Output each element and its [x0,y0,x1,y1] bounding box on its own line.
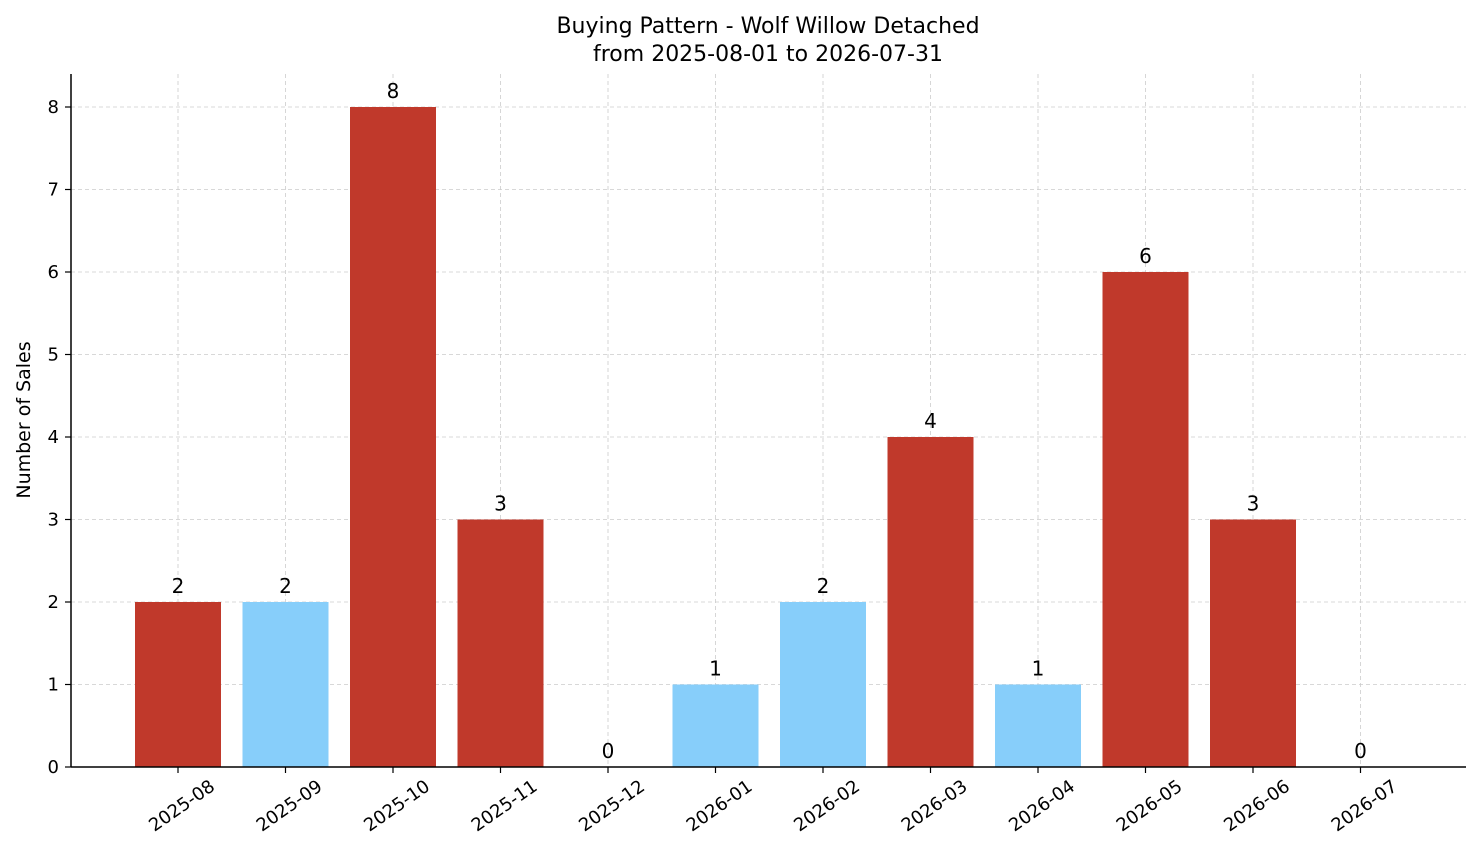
data-label-2025-11: 3 [494,492,507,516]
data-label-2025-12: 0 [602,739,615,763]
data-label-2026-07: 0 [1354,739,1367,763]
bars [135,107,1296,767]
y-tick-label: 6 [48,262,59,283]
bar-2025-08 [135,602,221,767]
bar-2026-02 [780,602,866,767]
bar-2025-10 [350,107,436,767]
bar-2025-09 [242,602,329,767]
x-tick-label: 2026-05 [1113,776,1187,836]
y-tick-label: 4 [48,427,59,448]
bar-2026-05 [1102,272,1189,767]
x-tick-label: 2026-02 [790,776,864,836]
data-label-2026-05: 6 [1139,244,1152,268]
y-tick-label: 2 [48,592,59,613]
x-tick-label: 2025-11 [468,776,542,836]
x-tick-label: 2025-10 [360,776,434,836]
y-tick-label: 0 [48,757,59,778]
bar-2025-11 [457,519,544,767]
data-label-2026-04: 1 [1032,657,1045,681]
bar-2026-06 [1210,519,1296,767]
x-tick-label: 2026-06 [1220,776,1294,836]
y-ticks: 0 1 2 3 4 5 6 7 8 [48,97,71,778]
bar-2026-03 [887,437,974,767]
bar-2026-04 [995,684,1081,767]
y-tick-label: 5 [48,345,59,366]
x-tick-label: 2026-07 [1328,776,1402,836]
x-tick-label: 2026-01 [683,776,757,836]
y-axis-label: Number of Sales [13,341,35,498]
chart-subtitle: from 2025-08-01 to 2026-07-31 [593,42,943,67]
chart-title: Buying Pattern - Wolf Willow Detached [556,14,979,39]
y-tick-label: 3 [48,510,59,531]
y-tick-label: 1 [48,675,59,696]
y-tick-label: 7 [48,180,59,201]
data-label-2026-02: 2 [817,574,830,598]
data-labels: 2 2 8 3 0 1 2 4 1 6 3 0 [172,79,1367,763]
data-label-2026-06: 3 [1247,492,1260,516]
bar-2026-01 [672,684,759,767]
x-tick-label: 2025-12 [575,776,649,836]
x-tick-label: 2026-04 [1005,776,1079,836]
x-tick-label: 2025-08 [145,776,219,836]
x-tick-label: 2025-09 [253,776,327,836]
x-tick-label: 2026-03 [898,776,972,836]
y-tick-label: 8 [48,97,59,118]
data-label-2025-10: 8 [387,79,400,103]
data-label-2025-09: 2 [279,574,292,598]
x-ticks: 2025-08 2025-09 2025-10 2025-11 2025-12 2026-… [145,767,1401,836]
data-label-2026-01: 1 [709,657,722,681]
data-label-2025-08: 2 [172,574,185,598]
data-label-2026-03: 4 [924,409,937,433]
